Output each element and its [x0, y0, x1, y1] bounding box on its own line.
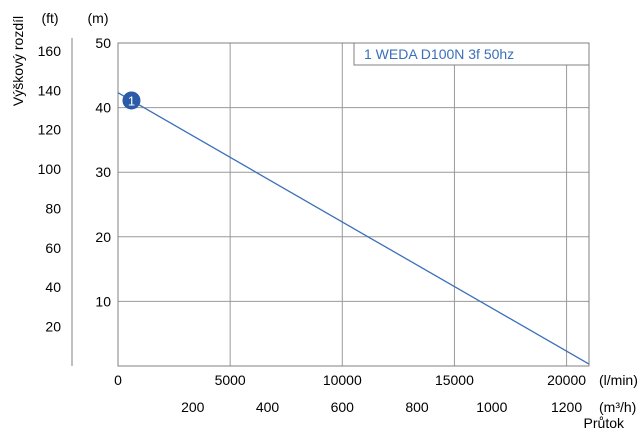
x-tick-label-lmin: 20000	[547, 372, 586, 388]
y-tick-label-ft: 40	[45, 279, 61, 295]
x-tick-label-lmin: 10000	[323, 372, 362, 388]
legend-box	[353, 42, 590, 66]
y-tick-label-m: 30	[95, 164, 111, 180]
plot-area-frame	[117, 42, 590, 367]
x-axis-unit-m3h: (m³/h)	[599, 399, 636, 415]
y-tick-label-ft: 60	[45, 240, 61, 256]
x-tick-label-m3h: 1000	[476, 399, 507, 415]
x-tick-label-m3h: 200	[181, 399, 205, 415]
y-axis-title: Výškový rozdíl	[10, 16, 26, 106]
y-tick-label-ft: 80	[45, 200, 61, 216]
series-layer: 1	[117, 91, 590, 365]
y-tick-label-ft: 100	[38, 161, 62, 177]
grid	[118, 43, 589, 366]
y-tick-label-ft: 20	[45, 319, 61, 335]
series-line	[117, 92, 590, 365]
tick-labels: 0 5000 10000 15000 20000 200 400 600 800 1000 1200…	[38, 35, 587, 415]
x-tick-label-lmin: 0	[114, 372, 122, 388]
y-tick-label-m: 20	[95, 229, 111, 245]
y-tick-label-ft: 120	[38, 122, 62, 138]
y-tick-label-ft: 160	[38, 43, 62, 59]
x-tick-label-m3h: 400	[256, 399, 280, 415]
x-tick-label-m3h: 800	[405, 399, 429, 415]
y-axis-unit-ft: (ft)	[41, 10, 58, 26]
legend-label: 1 WEDA D100N 3f 50hz	[364, 46, 514, 62]
series-marker	[122, 91, 141, 110]
x-tick-label-m3h: 600	[331, 399, 355, 415]
y-tick-label-m: 10	[95, 293, 111, 309]
x-tick-label-lmin: 15000	[435, 372, 474, 388]
x-axis-unit-lmin: (l/min)	[599, 372, 638, 388]
y-tick-label-m: 50	[95, 35, 111, 51]
y-axis-unit-m: (m)	[88, 10, 109, 26]
legend: 1 WEDA D100N 3f 50hz	[353, 42, 590, 66]
y-tick-label-m: 40	[95, 100, 111, 116]
x-tick-label-m3h: 1200	[551, 399, 582, 415]
y-tick-label-ft: 140	[38, 82, 62, 98]
series-marker-label: 1	[128, 93, 135, 108]
x-axis-title: Průtok	[584, 415, 625, 430]
x-tick-label-lmin: 5000	[215, 372, 246, 388]
